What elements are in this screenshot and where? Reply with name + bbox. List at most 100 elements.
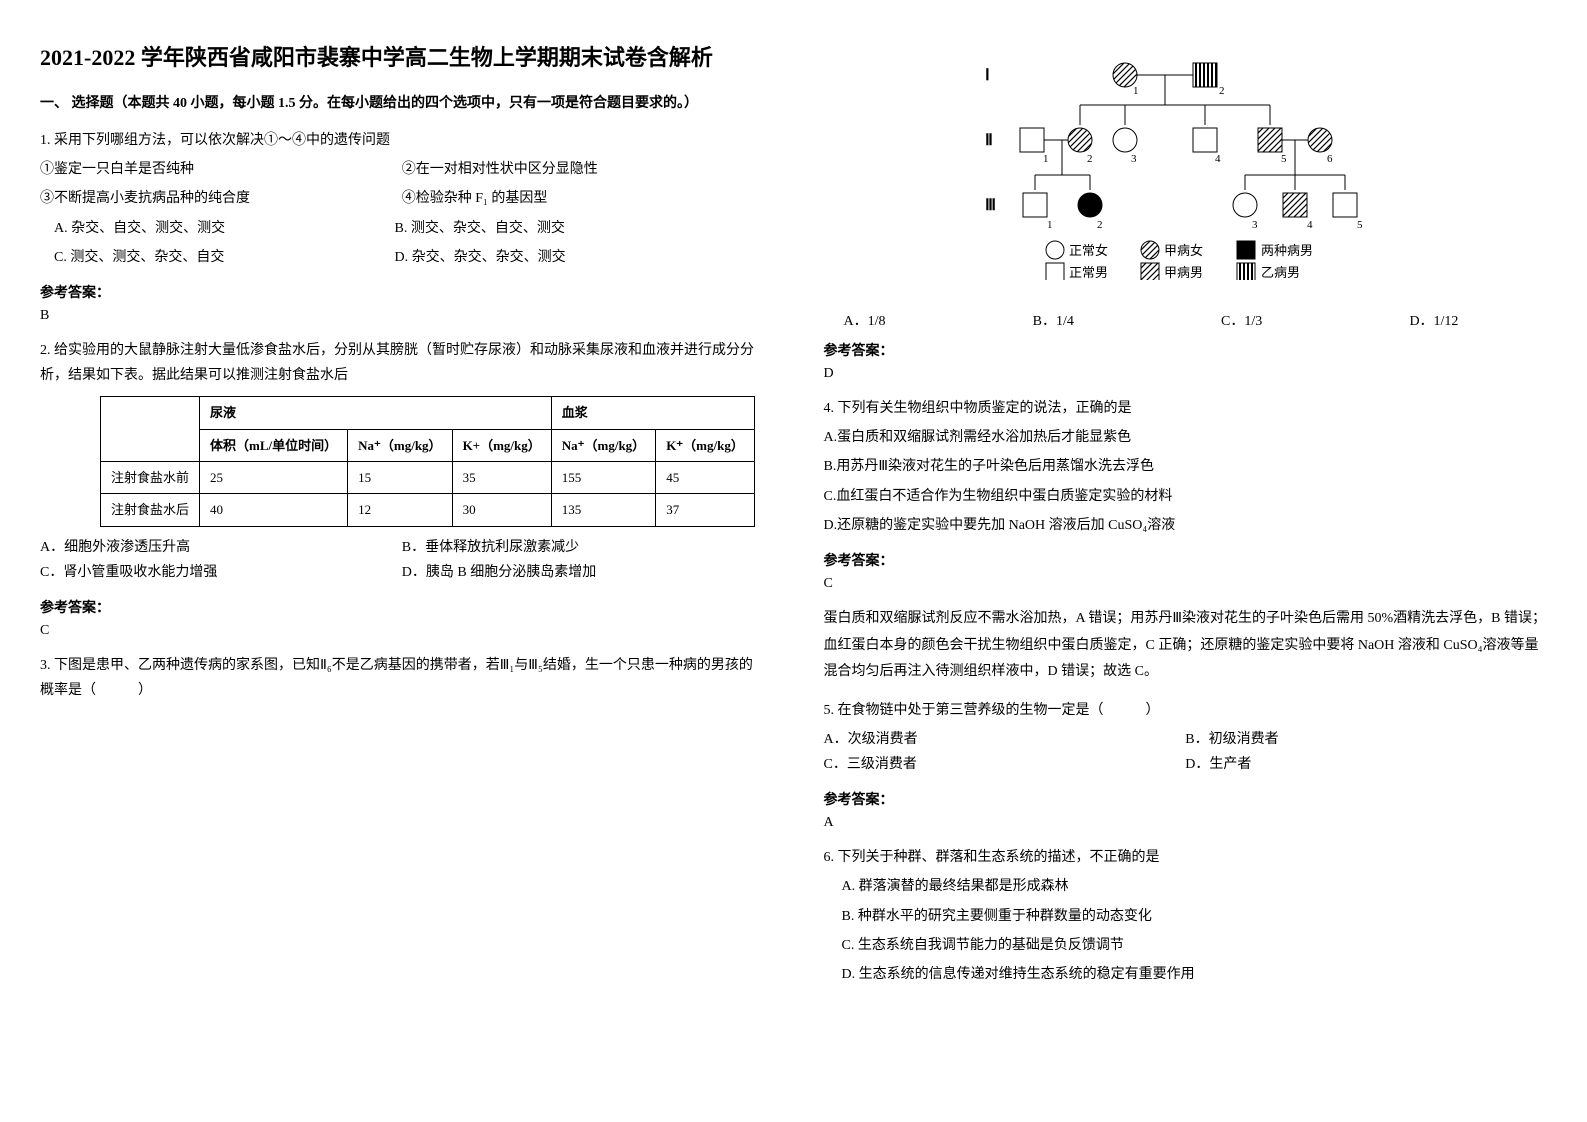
q6-opt-c: C. 生态系统自我调节能力的基础是负反馈调节 xyxy=(842,933,1548,958)
q5-opt-a: A．次级消费者 xyxy=(824,727,1186,752)
question-1: 1. 采用下列哪组方法，可以依次解决①～④中的遗传问题 ①鉴定一只白羊是否纯种 … xyxy=(40,128,764,270)
q2-row2-label: 注射食盐水后 xyxy=(101,494,200,526)
pedigree-II1 xyxy=(1020,128,1044,152)
svg-text:1: 1 xyxy=(1047,219,1053,231)
pedigree-III4 xyxy=(1283,193,1307,217)
gen-I-label: Ⅰ xyxy=(985,67,990,84)
q6-opt-a: A. 群落演替的最终结果都是形成森林 xyxy=(842,874,1548,899)
question-4: 4. 下列有关生物组织中物质鉴定的说法，正确的是 A.蛋白质和双缩脲试剂需经水浴… xyxy=(824,396,1548,538)
q1-opt-a: A. 杂交、自交、测交、测交 xyxy=(54,216,395,241)
q4-opt-c: C.血红蛋白不适合作为生物组织中蛋白质鉴定实验的材料 xyxy=(824,484,1548,509)
pedigree-III5 xyxy=(1333,193,1357,217)
pedigree-II5 xyxy=(1258,128,1282,152)
q4-explanation: 蛋白质和双缩脲试剂反应不需水浴加热，A 错误；用苏丹Ⅲ染液对花生的子叶染色后需用… xyxy=(824,606,1548,686)
q2-col-vol: 体积（mL/单位时间） xyxy=(200,429,348,461)
q2-stem: 2. 给实验用的大鼠静脉注射大量低渗食盐水后，分别从其膀胱（暂时贮存尿液）和动脉… xyxy=(40,338,764,388)
svg-text:6: 6 xyxy=(1327,153,1333,165)
q1-opt-c: C. 测交、测交、杂交、自交 xyxy=(54,245,395,270)
q4-opt-d: D.还原糖的鉴定实验中要先加 NaOH 溶液后加 CuSO₄溶液 xyxy=(824,513,1548,538)
answer-label: 参考答案： xyxy=(824,789,1548,809)
q6-stem: 6. 下列关于种群、群落和生态系统的描述，不正确的是 xyxy=(824,845,1548,870)
q2-col-na2: Na⁺（mg/kg） xyxy=(551,429,655,461)
q3-stem: 3. 下图是患甲、乙两种遗传病的家系图，已知Ⅱ₆不是乙病基因的携带者，若Ⅲ₁与Ⅲ… xyxy=(40,653,764,703)
q4-opt-a: A.蛋白质和双缩脲试剂需经水浴加热后才能显紫色 xyxy=(824,425,1548,450)
question-5: 5. 在食物链中处于第三营养级的生物一定是（ ） A．次级消费者 C．三级消费者… xyxy=(824,698,1548,778)
pedigree-II3 xyxy=(1113,128,1137,152)
q1-sub2: ②在一对相对性状中区分显隐性 xyxy=(402,157,598,182)
legend-nf: 正常女 xyxy=(1069,243,1108,258)
legend-af: 甲病女 xyxy=(1164,243,1203,258)
q6-opt-d: D. 生态系统的信息传递对维持生态系统的稳定有重要作用 xyxy=(842,962,1548,987)
q1-sub4: ④检验杂种 F₁ 的基因型 xyxy=(402,186,548,211)
q1-opt-d: D. 杂交、杂交、杂交、测交 xyxy=(395,245,736,270)
svg-text:4: 4 xyxy=(1307,219,1313,231)
page-title: 2021-2022 学年陕西省咸阳市裴寨中学高二生物上学期期末试卷含解析 xyxy=(40,40,764,72)
question-6: 6. 下列关于种群、群落和生态系统的描述，不正确的是 A. 群落演替的最终结果都… xyxy=(824,845,1548,987)
q2-row1-label: 注射食盐水前 xyxy=(101,462,200,494)
table-row: 注射食盐水前 25 15 35 155 45 xyxy=(101,462,755,494)
q5-opt-c: C．三级消费者 xyxy=(824,752,1186,777)
q5-opt-d: D．生产者 xyxy=(1185,752,1547,777)
gen-II-label: Ⅱ xyxy=(985,132,993,149)
q2-col-na: Na⁺（mg/kg） xyxy=(348,429,452,461)
q3-answer: D xyxy=(824,366,1548,382)
q1-answer: B xyxy=(40,308,764,324)
svg-text:4: 4 xyxy=(1215,153,1221,165)
q2-col-k2: K⁺（mg/kg） xyxy=(656,429,755,461)
section-heading: 一、 选择题（本题共 40 小题，每小题 1.5 分。在每小题给出的四个选项中，… xyxy=(40,92,764,112)
q2-opt-b: B．垂体释放抗利尿激素减少 xyxy=(402,535,764,560)
pedigree-III3 xyxy=(1233,193,1257,217)
question-2: 2. 给实验用的大鼠静脉注射大量低渗食盐水后，分别从其膀胱（暂时贮存尿液）和动脉… xyxy=(40,338,764,585)
q2-table: 尿液 血浆 体积（mL/单位时间） Na⁺（mg/kg） K+（mg/kg） N… xyxy=(100,396,755,527)
q3-opt-d: D．1/12 xyxy=(1409,310,1458,330)
q2-opt-c: C．肾小管重吸收水能力增强 xyxy=(40,560,402,585)
answer-label: 参考答案： xyxy=(40,597,764,617)
gen-III-label: Ⅲ xyxy=(985,197,996,214)
q3-options: A．1/8 B．1/4 C．1/3 D．1/12 xyxy=(844,310,1459,330)
q1-opt-b: B. 测交、杂交、自交、测交 xyxy=(395,216,736,241)
q2-opt-a: A．细胞外液渗透压升高 xyxy=(40,535,402,560)
svg-text:2: 2 xyxy=(1097,219,1103,231)
q1-sub1: ①鉴定一只白羊是否纯种 xyxy=(40,157,402,182)
q2-opt-d: D．胰岛 B 细胞分泌胰岛素增加 xyxy=(402,560,764,585)
q4-opt-b: B.用苏丹Ⅲ染液对花生的子叶染色后用蒸馏水洗去浮色 xyxy=(824,454,1548,479)
q5-stem: 5. 在食物链中处于第三营养级的生物一定是（ ） xyxy=(824,698,1548,723)
q3-opt-c: C．1/3 xyxy=(1221,310,1262,330)
answer-label: 参考答案： xyxy=(824,550,1548,570)
svg-text:2: 2 xyxy=(1087,153,1093,165)
svg-text:3: 3 xyxy=(1131,153,1137,165)
pedigree-I1 xyxy=(1113,63,1137,87)
q2-th-plasma: 血浆 xyxy=(551,397,754,429)
pedigree-III1 xyxy=(1023,193,1047,217)
q5-opt-b: B．初级消费者 xyxy=(1185,727,1547,752)
legend-nm: 正常男 xyxy=(1069,265,1108,280)
pedigree-I2 xyxy=(1193,63,1217,87)
svg-text:2: 2 xyxy=(1219,85,1225,97)
legend-ym: 乙病男 xyxy=(1261,265,1300,280)
svg-text:3: 3 xyxy=(1252,219,1258,231)
q1-stem: 1. 采用下列哪组方法，可以依次解决①～④中的遗传问题 xyxy=(40,128,764,153)
pedigree-III2 xyxy=(1078,193,1102,217)
q5-answer: A xyxy=(824,815,1548,831)
q6-opt-b: B. 种群水平的研究主要侧重于种群数量的动态变化 xyxy=(842,904,1548,929)
pedigree-II6 xyxy=(1308,128,1332,152)
pedigree-diagram: Ⅰ Ⅱ Ⅲ 1 2 1 2 xyxy=(975,50,1395,280)
q2-col-k: K+（mg/kg） xyxy=(452,429,551,461)
legend-am: 甲病男 xyxy=(1164,265,1203,280)
svg-text:5: 5 xyxy=(1281,153,1287,165)
legend-bm: 两种病男 xyxy=(1261,243,1313,258)
q3-opt-a: A．1/8 xyxy=(844,310,886,330)
pedigree-II4 xyxy=(1193,128,1217,152)
question-3: 3. 下图是患甲、乙两种遗传病的家系图，已知Ⅱ₆不是乙病基因的携带者，若Ⅲ₁与Ⅲ… xyxy=(40,653,764,703)
q3-opt-b: B．1/4 xyxy=(1033,310,1074,330)
q4-stem: 4. 下列有关生物组织中物质鉴定的说法，正确的是 xyxy=(824,396,1548,421)
answer-label: 参考答案： xyxy=(824,340,1548,360)
q2-answer: C xyxy=(40,623,764,639)
table-row: 注射食盐水后 40 12 30 135 37 xyxy=(101,494,755,526)
answer-label: 参考答案： xyxy=(40,282,764,302)
q2-th-urine: 尿液 xyxy=(200,397,552,429)
q4-answer: C xyxy=(824,576,1548,592)
q1-sub3: ③不断提高小麦抗病品种的纯合度 xyxy=(40,186,402,211)
svg-text:1: 1 xyxy=(1043,153,1049,165)
svg-text:1: 1 xyxy=(1133,85,1139,97)
